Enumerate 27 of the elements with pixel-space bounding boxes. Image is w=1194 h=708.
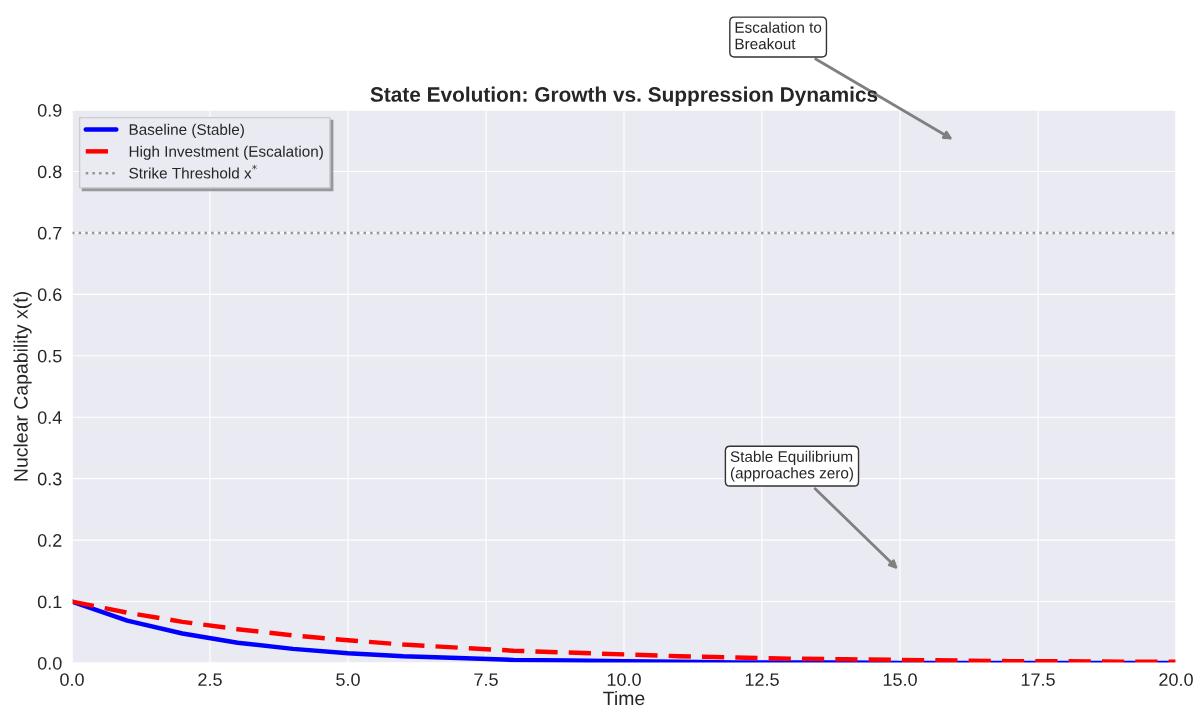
x-tick-label: 0.0 [60, 673, 84, 686]
y-tick-label: 0.8 [37, 165, 62, 179]
legend-label: Baseline (Stable) [129, 123, 244, 138]
x-tick-label: 20.0 [1159, 673, 1193, 686]
y-tick-label: 0.0 [37, 656, 62, 670]
y-tick-label: 0.1 [37, 595, 62, 609]
y-tick-label: 0.5 [37, 349, 62, 363]
y-tick-label: 0.3 [37, 472, 62, 486]
y-tick-label: 0.7 [37, 226, 62, 240]
annotation: Stable Equilibrium (approaches zero) [730, 450, 854, 482]
x-tick-label: 7.5 [474, 673, 498, 686]
x-tick-label: 15.0 [883, 673, 917, 686]
legend-label: High Investment (Escalation) [129, 145, 323, 160]
x-tick-label: 10.0 [607, 673, 641, 686]
x-tick-label: 17.5 [1021, 673, 1055, 686]
text: Escalation to Breakout [735, 21, 822, 50]
x-tick-label: 2.5 [198, 673, 222, 686]
legend-label: Strike Threshold x$^{*}$ [129, 164, 257, 179]
y-axis-title: Nuclear Capability x(t) [13, 292, 32, 481]
y-tick-label: 0.9 [37, 103, 62, 117]
chart-title: State Evolution: Growth vs. Suppression Dynamics [370, 86, 878, 106]
y-tick-label: 0.4 [37, 411, 62, 424]
y-tick-label: 0.2 [37, 534, 62, 547]
x-axis-title: Time [603, 690, 645, 706]
x-tick-label: 5.0 [336, 673, 360, 686]
x-tick-label: 12.5 [745, 673, 779, 686]
y-tick-label: 0.6 [37, 288, 62, 302]
